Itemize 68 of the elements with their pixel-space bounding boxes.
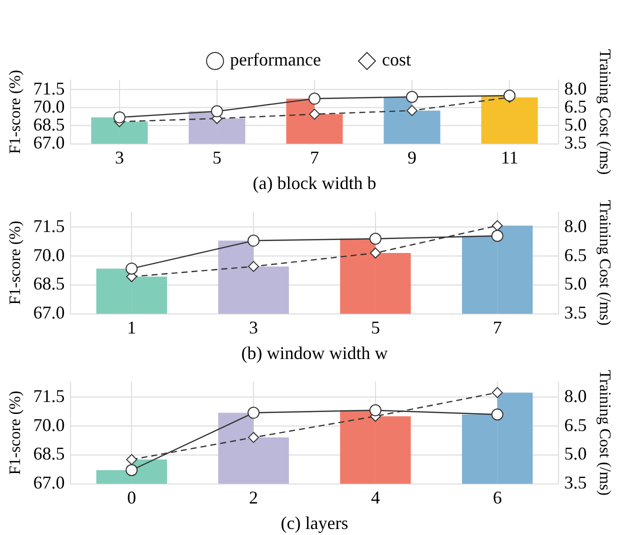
x-tick-label: 4 [370,487,380,508]
point [369,232,382,245]
point [492,220,503,232]
y2-axis-title: Training Cost (/ms) [596,370,614,496]
point [210,105,223,118]
y2-tick-label: 3.5 [564,472,587,493]
y-tick-label: 70.0 [33,244,65,265]
y2-tick-label: 5.0 [564,114,587,134]
y2-axis-title: Training Cost (/ms) [596,49,614,175]
point [406,90,418,103]
x-axis-title: (b) window width w [241,342,388,363]
x-tick-label: 6 [492,487,502,508]
point [492,387,503,398]
y2-tick-label: 5.0 [564,274,587,294]
y-tick-label: 71.5 [33,386,65,406]
x-tick-label: 2 [249,487,258,508]
y-tick-label: 67.0 [33,302,65,323]
point [248,432,260,443]
point [126,262,138,275]
point [369,404,382,416]
y-tick-label: 68.5 [33,444,65,464]
point [308,92,320,105]
x-axis-title: (c) layers [280,512,348,533]
x-tick-label: 0 [127,487,136,508]
y-tick-label: 71.5 [33,78,65,98]
y-tick-label: 67.0 [33,132,65,153]
x-tick-label: 9 [408,147,417,168]
x-tick-label: 3 [114,147,124,168]
legend-label: cost [382,50,411,70]
point [248,234,260,247]
y2-tick-label: 6.5 [564,244,587,265]
y-axis-title: F1-score (%) [6,390,24,475]
y-tick-label: 68.5 [33,274,65,294]
x-tick-label: 11 [500,147,518,168]
point [406,105,418,116]
point [248,260,260,272]
y-tick-label: 67.0 [33,472,65,493]
y-axis-title: F1-score (%) [6,70,24,154]
y-tick-label: 68.5 [33,114,65,134]
x-tick-label: 3 [249,317,258,338]
x-tick-label: 1 [127,317,136,338]
y2-tick-label: 8.0 [564,78,587,98]
y-tick-label: 70.0 [33,414,65,435]
x-tick-label: 5 [212,147,222,168]
y2-axis-title: Training Cost (/ms) [596,200,614,326]
point [370,247,381,258]
y2-tick-label: 3.5 [564,132,587,153]
y2-tick-label: 6.5 [564,96,587,116]
y2-tick-label: 8.0 [564,216,587,236]
point [491,230,504,242]
y2-tick-label: 3.5 [564,302,587,323]
y2-tick-label: 6.5 [564,414,587,435]
point [248,406,260,419]
x-tick-label: 7 [310,147,319,168]
legend-label: performance [230,50,321,70]
point [491,408,504,421]
y2-tick-label: 5.0 [564,444,587,464]
x-tick-label: 7 [492,317,502,338]
y-axis-title: F1-score (%) [6,220,24,305]
y-tick-label: 70.0 [33,96,65,116]
x-tick-label: 5 [370,317,380,338]
point [126,464,138,476]
point [113,111,126,124]
x-axis-title: (a) block width b [252,172,376,193]
y2-tick-label: 8.0 [564,386,587,406]
point [126,454,138,466]
y-tick-label: 71.5 [33,216,65,236]
point [309,108,320,120]
